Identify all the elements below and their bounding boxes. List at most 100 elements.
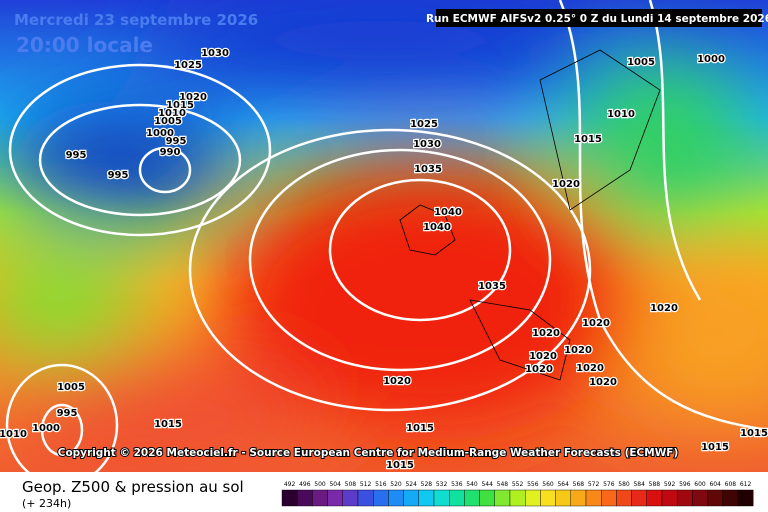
scale-label: 500 (314, 481, 326, 488)
copyright: Copyright © 2026 Meteociel.fr - Source E… (58, 447, 679, 459)
isobar-label: 1020 (525, 364, 553, 375)
isobar-labels: 1030102510201015101010051000995990995995… (0, 47, 768, 473)
scale-swatch (418, 489, 435, 507)
time: 20:00 locale (16, 33, 153, 57)
scale-swatch (661, 489, 678, 507)
scale-label: 580 (618, 481, 630, 488)
isobar-label: 1005 (154, 116, 182, 127)
scale-swatch (312, 489, 328, 507)
scale-label: 576 (603, 481, 615, 488)
scale-swatch (707, 489, 723, 507)
run-box (436, 9, 762, 27)
coastlines (399, 49, 661, 381)
isobar-label: 1010 (607, 109, 635, 120)
scale-swatch (540, 489, 556, 507)
isobar-label: 1015 (574, 134, 602, 145)
scale-swatch (677, 489, 693, 507)
isobar-label: 1020 (179, 92, 207, 103)
isobar-label: 1010 (0, 429, 27, 440)
scale-swatch (403, 489, 420, 507)
scale-label: 512 (360, 481, 372, 488)
scale-swatch (509, 489, 526, 507)
isobar-label: 1020 (552, 179, 580, 190)
scale-swatch (342, 489, 359, 507)
lead-time: (+ 234h) (22, 497, 71, 510)
scale-swatch (570, 489, 587, 507)
scale-label: 548 (497, 481, 509, 488)
isobar-label: 1015 (406, 423, 434, 434)
isobar-label: 1015 (701, 442, 729, 453)
isobar-label: 995 (57, 408, 78, 419)
scale-label: 588 (649, 481, 661, 488)
scale-swatch (494, 489, 511, 507)
isobar-label: 995 (166, 136, 187, 147)
run-info: Run ECMWF AIFSv2 0.25° 0 Z du Lundi 14 s… (426, 13, 768, 25)
scale-swatch (555, 489, 571, 507)
scale-label: 524 (405, 481, 417, 488)
scale-label: 492 (284, 481, 296, 488)
isobar-label: 1015 (386, 460, 414, 471)
scale-label: 508 (345, 481, 357, 488)
isobar-label: 995 (66, 150, 87, 161)
isobar-label: 1030 (413, 139, 441, 150)
isobar-label: 1030 (201, 48, 229, 59)
scale-swatch (585, 489, 602, 507)
scale-label: 600 (694, 481, 706, 488)
isobar-label: 1000 (146, 128, 174, 139)
isobar-label: 1000 (697, 54, 725, 65)
isobar-label: 1005 (627, 57, 655, 68)
scale-label: 516 (375, 481, 387, 488)
isobar-label: 1015 (166, 100, 194, 111)
scale-swatch (433, 489, 450, 507)
scale-label: 536 (451, 481, 463, 488)
scale-swatch (737, 489, 754, 507)
scale-swatch (357, 489, 374, 507)
isobar-label: 1005 (57, 382, 85, 393)
scale-swatch (464, 489, 480, 507)
isobar-label: 995 (108, 170, 129, 181)
isobar-label: 1020 (589, 377, 617, 388)
isobar-label: 1020 (383, 376, 411, 387)
footer-title: Geop. Z500 & pression au sol (22, 478, 244, 496)
isobar-label: 1010 (158, 108, 186, 119)
isobar-label: 1040 (434, 207, 462, 218)
isobar-label: 1000 (32, 423, 60, 434)
geopotential-field (0, 0, 768, 480)
scale-label: 584 (633, 481, 645, 488)
isobar-label: 1025 (174, 60, 202, 71)
scale-label: 596 (679, 481, 691, 488)
isobar-label: 1020 (564, 345, 592, 356)
scale-label: 532 (436, 481, 448, 488)
scale-label: 520 (390, 481, 402, 488)
scale-swatch (692, 489, 708, 507)
scale-swatch (525, 489, 541, 507)
scale-label: 604 (709, 481, 721, 488)
scale-label: 568 (573, 481, 585, 488)
scale-swatch (327, 489, 344, 507)
isobar-label: 1040 (423, 222, 451, 233)
scale-swatch (722, 489, 739, 507)
isobar-label: 1015 (154, 419, 182, 430)
scale-swatch (281, 489, 298, 507)
isobar-label: 1020 (582, 318, 610, 329)
isobar-label: 1035 (478, 281, 506, 292)
isobar-label: 1020 (650, 303, 678, 314)
scale-label: 528 (421, 481, 433, 488)
date: Mercredi 23 septembre 2026 (14, 11, 258, 29)
scale-label: 504 (329, 481, 341, 488)
scale-swatch (646, 489, 663, 507)
scale-label: 540 (466, 481, 478, 488)
scale-swatch (297, 489, 313, 507)
scale-swatch (373, 489, 389, 507)
scale-label: 544 (481, 481, 493, 488)
scale-label: 608 (725, 481, 737, 488)
scale-label: 496 (299, 481, 311, 488)
isobar-label: 1020 (529, 351, 557, 362)
isobar-label: 1035 (414, 164, 442, 175)
scale-swatch (631, 489, 647, 507)
isobar-label: 1020 (576, 363, 604, 374)
isobar-label: 1020 (532, 328, 560, 339)
isobar-label: 990 (160, 147, 181, 158)
